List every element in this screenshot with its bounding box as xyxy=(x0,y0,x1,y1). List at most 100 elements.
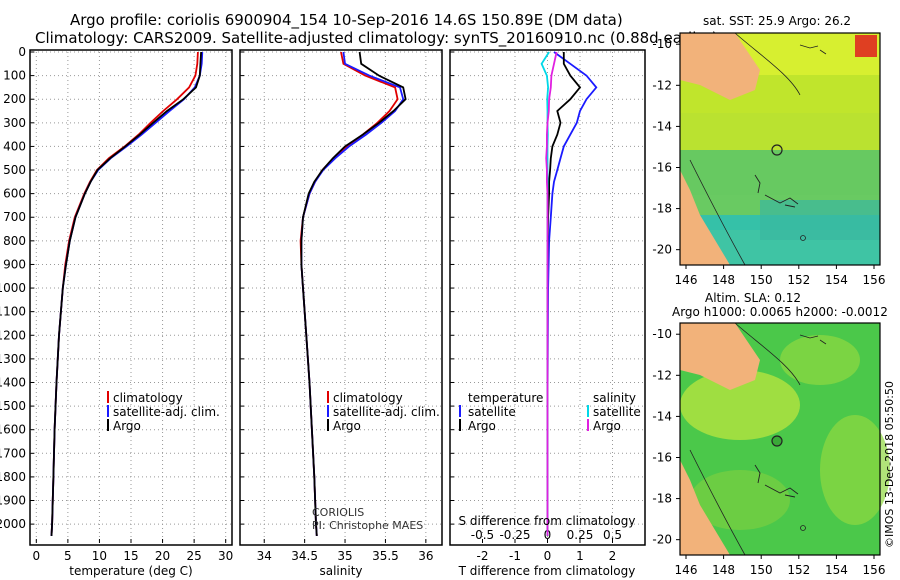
series-line-satellite-adj-clim- xyxy=(50,51,204,536)
gridlines xyxy=(30,51,645,543)
x-tick-label: 2 xyxy=(609,549,617,563)
lat-tick-label: -10 xyxy=(652,327,672,341)
map-tick-labels: -10 -12 -14 -16 -18 -20 146 148 150 152 154 156 -10 -… xyxy=(652,37,885,577)
series-line-climatology xyxy=(50,51,199,536)
depth-tick-label: 200 xyxy=(3,92,26,106)
sla-map-title-1: Altim. SLA: 0.12 xyxy=(705,291,801,305)
new-guinea-land xyxy=(680,323,760,390)
legend-climatology: climatology xyxy=(113,391,183,405)
x-tick-label: 30 xyxy=(218,549,233,563)
lat-tick-label: -12 xyxy=(652,78,672,92)
lat-tick-label: -14 xyxy=(652,409,672,423)
series-line-argo xyxy=(50,51,202,536)
difference-top-xlabel: S difference from climatology xyxy=(459,514,636,528)
sst-map-title: sat. SST: 25.9 Argo: 26.2 xyxy=(703,14,851,28)
x-tick-label: 15 xyxy=(123,549,138,563)
australia-land xyxy=(680,170,730,265)
depth-tick-label: 1100 xyxy=(0,305,26,319)
x-tick-label: 20 xyxy=(155,549,170,563)
legend-temperature-title: temperature xyxy=(468,391,543,405)
salinity-xlabel: salinity xyxy=(319,564,362,578)
lat-tick-label: -16 xyxy=(652,160,672,174)
temperature-xlabel: temperature (deg C) xyxy=(69,564,192,578)
lat-tick-label: -12 xyxy=(652,368,672,382)
series-line-argo xyxy=(300,51,407,536)
x-tick-label: 0 xyxy=(32,549,40,563)
lon-tick-label: 152 xyxy=(787,273,810,287)
depth-tick-label: 2000 xyxy=(0,517,26,531)
depth-tick-label: 700 xyxy=(3,210,26,224)
legend-t-satellite: satellite xyxy=(468,405,516,419)
x-tick-label: 10 xyxy=(92,549,107,563)
legend-argo: Argo xyxy=(113,419,141,433)
lon-tick-label: 148 xyxy=(712,563,735,577)
x-tick-label: 35 xyxy=(337,549,352,563)
pi-label: PI: Christophe MAES xyxy=(312,519,423,532)
legend-satellite: satellite-adj. clim. xyxy=(333,405,440,419)
depth-tick-label: 1400 xyxy=(0,375,26,389)
depth-tick-label: 1900 xyxy=(0,494,26,508)
lon-tick-label: 148 xyxy=(712,273,735,287)
legend-satellite: satellite-adj. clim. xyxy=(113,405,220,419)
lon-tick-label: 154 xyxy=(825,273,848,287)
lat-tick-label: -16 xyxy=(652,450,672,464)
depth-tick-label: 1300 xyxy=(0,352,26,366)
depth-tick-label: 600 xyxy=(3,187,26,201)
depth-tick-label: 300 xyxy=(3,116,26,130)
coriolis-label: CORIOLIS xyxy=(312,506,364,519)
series-line-climatology xyxy=(299,51,399,536)
sla-map xyxy=(679,322,890,556)
x-tick-label: 34 xyxy=(257,549,272,563)
legend-climatology: climatology xyxy=(333,391,403,405)
new-guinea-land xyxy=(680,33,760,100)
lon-tick-label: 156 xyxy=(863,273,886,287)
x-tick-label: 1 xyxy=(576,549,584,563)
lon-tick-label: 146 xyxy=(675,273,698,287)
lat-tick-label: -18 xyxy=(652,202,672,216)
credit-label: ©IMOS 13-Dec-2018 05:50:50 xyxy=(883,381,896,548)
depth-tick-label: 1600 xyxy=(0,423,26,437)
lat-tick-label: -20 xyxy=(652,243,672,257)
x-tick-label: 34.5 xyxy=(291,549,318,563)
difference-xlabel: T difference from climatology xyxy=(458,564,636,578)
x-tick-labels: 0 5 10 15 20 25 30 34 34.5 35 35.5 36 -2 -1 0 1 2 -0.5 -0.… xyxy=(32,528,622,563)
depth-tick-label: 500 xyxy=(3,163,26,177)
series-line-s-argo xyxy=(545,51,558,536)
x-tick-label: 0 xyxy=(544,549,552,563)
depth-tick-label: 1500 xyxy=(0,399,26,413)
difference-panel-frame xyxy=(449,49,646,546)
x-tick-label: 36 xyxy=(418,549,433,563)
depth-tick-label: 800 xyxy=(3,234,26,248)
title-line-2: Climatology: CARS2009. Satellite-adjuste… xyxy=(35,29,718,48)
depth-tick-label: 1000 xyxy=(0,281,26,295)
top-x-tick-label: 0.5 xyxy=(603,528,622,542)
salinity-legend: climatology satellite-adj. clim. Argo xyxy=(327,391,440,433)
lon-tick-label: 156 xyxy=(863,563,886,577)
series-line-t-satellite xyxy=(546,51,598,536)
legend-salinity-title: salinity xyxy=(593,391,636,405)
depth-tick-label: 900 xyxy=(3,257,26,271)
lat-tick-label: -14 xyxy=(652,119,672,133)
depth-tick-label: 400 xyxy=(3,139,26,153)
argo-location-marker xyxy=(771,435,783,447)
lon-tick-label: 150 xyxy=(750,273,773,287)
profile-lines xyxy=(50,51,598,536)
legend-argo: Argo xyxy=(333,419,361,433)
lat-tick-label: -18 xyxy=(652,492,672,506)
argo-location-marker xyxy=(771,144,783,156)
lon-tick-label: 152 xyxy=(787,563,810,577)
x-tick-label: 35.5 xyxy=(372,549,399,563)
lon-tick-label: 146 xyxy=(675,563,698,577)
depth-tick-label: 0 xyxy=(18,45,26,59)
depth-tick-label: 1800 xyxy=(0,470,26,484)
lat-tick-label: -20 xyxy=(652,533,672,547)
x-tick-label: -2 xyxy=(477,549,489,563)
legend-t-argo: Argo xyxy=(468,419,496,433)
sla-map-title-2: Argo h1000: 0.0065 h2000: -0.0012 xyxy=(672,305,888,319)
sst-map xyxy=(679,32,881,266)
top-x-tick-label: 0.25 xyxy=(567,528,594,542)
x-tick-label: -1 xyxy=(509,549,521,563)
temperature-legend: climatology satellite-adj. clim. Argo xyxy=(107,391,220,433)
legend-s-satellite: satellite xyxy=(593,405,641,419)
